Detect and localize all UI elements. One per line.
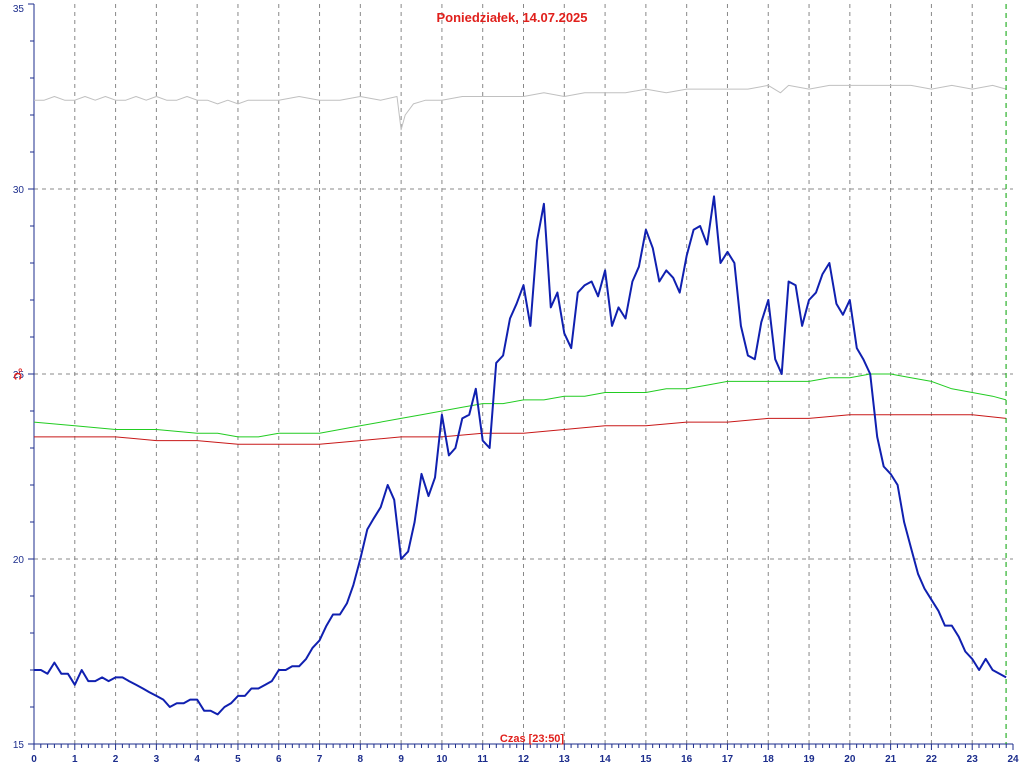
x-tick-label: 8 <box>358 754 364 765</box>
x-tick-label: 24 <box>1007 754 1019 765</box>
x-tick-label: 7 <box>317 754 323 765</box>
x-tick-label: 11 <box>477 754 488 765</box>
series-line <box>34 414 1007 445</box>
x-tick-label: 6 <box>276 754 282 765</box>
x-tick-label: 14 <box>600 754 612 765</box>
chart-title: Poniedziałek, 14.07.2025 <box>436 10 587 25</box>
x-tick-label: 2 <box>113 754 119 765</box>
x-tick-label: 22 <box>926 754 938 765</box>
y-tick-label: 25 <box>13 370 25 381</box>
x-tick-label: 0 <box>31 754 37 765</box>
series-line <box>33 373 1007 438</box>
x-tick-label: 17 <box>722 754 734 765</box>
x-tick-label: 20 <box>844 754 856 765</box>
x-tick-label: 23 <box>967 754 979 765</box>
x-tick-label: 13 <box>559 754 571 765</box>
x-tick-label: 1 <box>72 754 78 765</box>
x-tick-label: 12 <box>518 754 530 765</box>
x-tick-label: 15 <box>640 754 652 765</box>
x-tick-label: 19 <box>803 754 815 765</box>
y-tick-label: 35 <box>13 4 25 15</box>
x-tick-label: 9 <box>398 754 404 765</box>
x-tick-label: 5 <box>235 754 241 765</box>
series-line <box>34 195 1007 716</box>
y-tick-label: 20 <box>13 555 25 566</box>
x-tick-label: 10 <box>436 754 448 765</box>
x-tick-label: 4 <box>194 754 200 765</box>
series-line <box>34 84 1007 131</box>
x-tick-label: 18 <box>763 754 775 765</box>
x-axis-label: Czas [23:50] <box>500 733 565 745</box>
y-axis-label: °C <box>11 368 23 380</box>
series-lines <box>33 84 1007 716</box>
y-tick-label: 30 <box>13 185 25 196</box>
x-tick-label: 16 <box>681 754 693 765</box>
y-tick-label: 15 <box>13 740 25 751</box>
x-tick-label: 21 <box>885 754 897 765</box>
x-tick-label: 3 <box>154 754 160 765</box>
